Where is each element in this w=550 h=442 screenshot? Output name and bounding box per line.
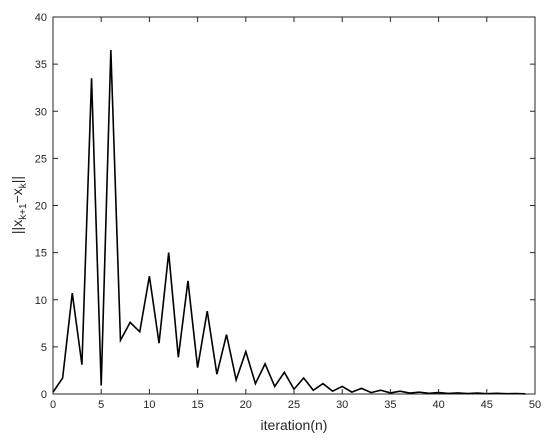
y-tick-label: 10: [35, 295, 47, 307]
y-tick-label: 35: [35, 59, 47, 71]
y-tick-label: 20: [35, 201, 47, 213]
x-tick-label: 0: [50, 399, 56, 411]
y-tick-label: 25: [35, 153, 47, 165]
x-tick-label: 5: [98, 399, 104, 411]
x-tick-label: 15: [191, 399, 203, 411]
y-tick-label: 0: [41, 389, 47, 401]
y-axis-title-mid: −x: [9, 188, 25, 203]
y-tick-label: 5: [41, 342, 47, 354]
y-tick-label: 15: [35, 248, 47, 260]
x-tick-label: 25: [288, 399, 300, 411]
x-tick-label: 35: [384, 399, 396, 411]
y-tick-label: 30: [35, 106, 47, 118]
x-axis-title: iteration(n): [261, 417, 328, 433]
x-tick-label: 10: [143, 399, 155, 411]
x-tick-label: 45: [481, 399, 493, 411]
y-axis-title: ||xk+1−xk||: [9, 176, 29, 234]
x-tick-label: 50: [529, 399, 541, 411]
y-axis-title-close: ||: [9, 176, 25, 183]
x-axis-ticks: 0 5 10 15 20 25 30 35 40 45 50: [50, 17, 541, 411]
x-tick-label: 40: [432, 399, 444, 411]
y-axis-title-open: ||x: [9, 220, 25, 234]
x-tick-label: 20: [240, 399, 252, 411]
plot-frame: [52, 16, 536, 395]
y-axis-title-sub1: k+1: [18, 203, 29, 220]
series-line: [52, 49, 526, 395]
y-tick-label: 40: [35, 12, 47, 24]
plot-area: [52, 16, 536, 395]
y-axis-title-sub2: k: [18, 182, 29, 188]
y-axis-ticks: 0 5 10 15 20 25 30 35 40: [35, 12, 535, 401]
x-tick-label: 30: [336, 399, 348, 411]
